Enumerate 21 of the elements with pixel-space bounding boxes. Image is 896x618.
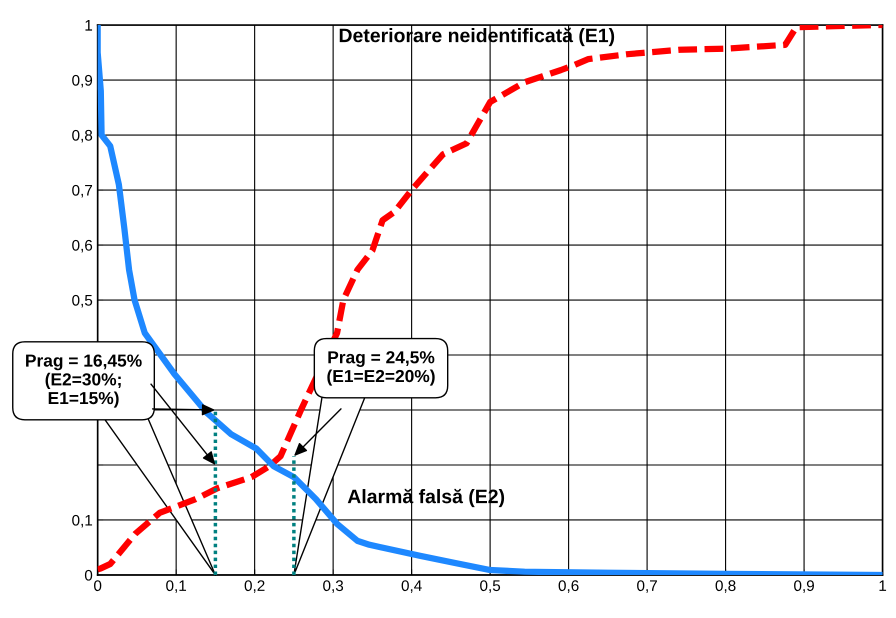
x-tick-label: 0,2	[244, 580, 264, 593]
x-tick-label: 0,3	[323, 580, 344, 593]
y-tick-label: 1	[85, 20, 92, 31]
annotation: Prag = 24,5% (E1=E2=20%)	[327, 351, 435, 386]
annotation: Prag = 16,45% (E2=30%; E1=15%)	[26, 354, 142, 408]
y-tick-label: 0,7	[72, 184, 92, 198]
y-tick-label: 0	[84, 570, 92, 581]
x-tick-label: 0,5	[480, 580, 500, 593]
y-tick-label: 0,6	[72, 240, 92, 253]
x-tick-label: 0	[94, 580, 102, 592]
x-tick-label: 1	[879, 580, 886, 591]
x-tick-label: 0,4	[402, 580, 422, 593]
x-tick-label: 0,6	[558, 580, 579, 593]
x-tick-label: 0,8	[716, 580, 736, 593]
y-tick-label: 0,9	[72, 74, 92, 88]
x-tick-label: 0,9	[794, 580, 814, 593]
y-tick-label: 0,8	[72, 130, 92, 143]
x-tick-label: 0,7	[637, 580, 657, 593]
y-tick-label: 0,5	[72, 294, 92, 308]
x-tick-label: 0,1	[166, 580, 186, 593]
y-tick-label: 0,1	[72, 514, 92, 528]
